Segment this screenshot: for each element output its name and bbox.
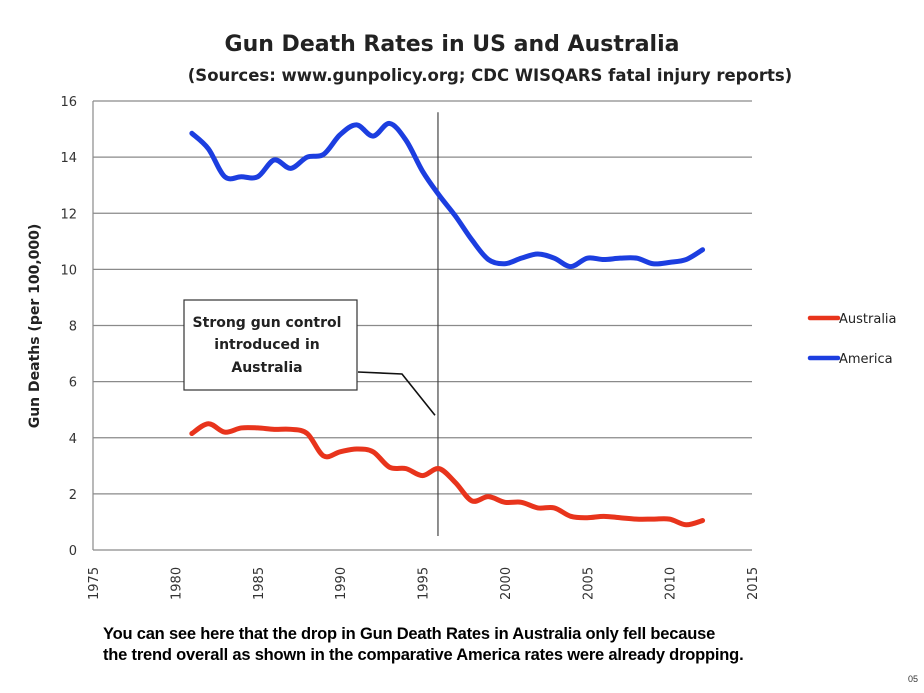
- x-tick-label: 1990: [334, 567, 349, 600]
- axes: [92, 101, 752, 551]
- legend-label-australia: Australia: [839, 312, 897, 327]
- annotation-line-1: Strong gun control: [193, 315, 342, 331]
- y-tick-label: 14: [60, 151, 77, 166]
- y-tick-label: 8: [69, 320, 77, 335]
- x-tick-labels: 1975 1980 1985 1990 1995 2000 2005 2010 2015: [87, 567, 761, 600]
- x-tick-label: 1975: [87, 567, 102, 600]
- x-tick-label: 2010: [664, 567, 679, 600]
- y-axis-label: Gun Deaths (per 100,000): [27, 224, 43, 429]
- x-tick-label: 2015: [746, 567, 761, 600]
- x-tick-label: 2000: [499, 567, 514, 600]
- caption-line-2: the trend overall as shown in the compar…: [103, 646, 744, 664]
- x-tick-label: 2005: [581, 567, 596, 600]
- legend: Australia America: [807, 312, 897, 367]
- series-group: [189, 120, 706, 528]
- page-number: 05: [907, 674, 918, 684]
- series-line-america: [189, 120, 706, 270]
- y-tick-label: 6: [69, 376, 77, 391]
- annotation-connector: [357, 371, 436, 416]
- annotation-line-3: Australia: [231, 360, 302, 376]
- chart-title: Gun Death Rates in US and Australia: [225, 32, 680, 57]
- x-tick-label: 1985: [252, 567, 267, 600]
- y-tick-label: 12: [60, 207, 77, 222]
- y-tick-label: 0: [69, 544, 77, 559]
- x-tick-label: 1980: [169, 567, 184, 600]
- y-tick-labels: 0 2 4 6 8 10 12 14 16: [60, 95, 77, 559]
- series-line-australia: [189, 421, 706, 528]
- annotation-box: [183, 299, 358, 391]
- y-tick-label: 2: [69, 488, 77, 503]
- line-chart: Gun Death Rates in US and Australia (Sou…: [27, 32, 897, 600]
- y-tick-label: 16: [60, 95, 77, 110]
- caption: You can see here that the drop in Gun De…: [103, 624, 823, 666]
- annotation-line-2: introduced in: [214, 337, 319, 353]
- y-tick-label: 10: [60, 263, 77, 278]
- chart-subtitle: (Sources: www.gunpolicy.org; CDC WISQARS…: [188, 66, 792, 85]
- legend-label-america: America: [839, 352, 893, 367]
- caption-line-1: You can see here that the drop in Gun De…: [103, 625, 716, 643]
- annotation-callout: Strong gun control introduced in Austral…: [183, 299, 436, 416]
- x-tick-label: 1995: [417, 567, 432, 600]
- y-tick-label: 4: [69, 432, 77, 447]
